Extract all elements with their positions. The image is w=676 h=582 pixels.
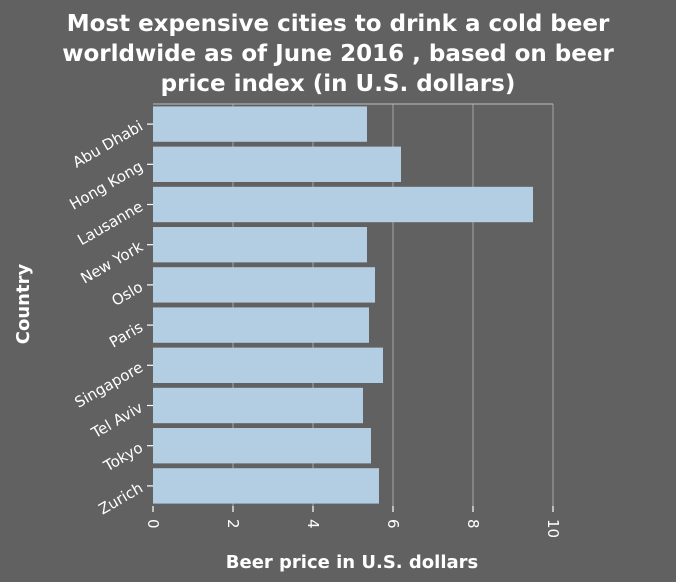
x-tick-label-3: 6 <box>384 519 402 529</box>
y-tick-label-7: Tel Aviv <box>88 398 147 442</box>
chart-title-line-2: worldwide as of June 2016 , based on bee… <box>62 41 614 67</box>
y-axis-label: Country <box>13 264 34 345</box>
x-tick-label-0: 0 <box>144 519 162 529</box>
bar-lausanne <box>153 187 533 222</box>
x-tick-label-2: 4 <box>304 519 322 529</box>
x-tick-label-4: 8 <box>464 519 482 529</box>
x-tick-label-5: 10 <box>544 519 562 538</box>
y-tick-label-8: Tokyo <box>100 439 146 476</box>
x-tick-label-1: 2 <box>224 519 242 529</box>
y-tick-label-9: Zurich <box>96 479 146 519</box>
chart-title-line-1: Most expensive cities to drink a cold be… <box>67 11 610 37</box>
bar-hong-kong <box>153 147 401 182</box>
bar-paris <box>153 307 369 342</box>
bar-new-york <box>153 227 367 262</box>
bar-tel-aviv <box>153 388 363 423</box>
y-tick-label-4: Oslo <box>108 278 146 310</box>
chart-title-line-3: price index (in U.S. dollars) <box>161 71 516 97</box>
bar-abu-dhabi <box>153 106 367 141</box>
bar-tokyo <box>153 428 371 463</box>
bar-singapore <box>153 348 383 383</box>
y-tick-label-5: Paris <box>106 318 146 352</box>
x-axis-label: Beer price in U.S. dollars <box>226 552 478 573</box>
bar-oslo <box>153 267 375 302</box>
bar-zurich <box>153 468 379 503</box>
